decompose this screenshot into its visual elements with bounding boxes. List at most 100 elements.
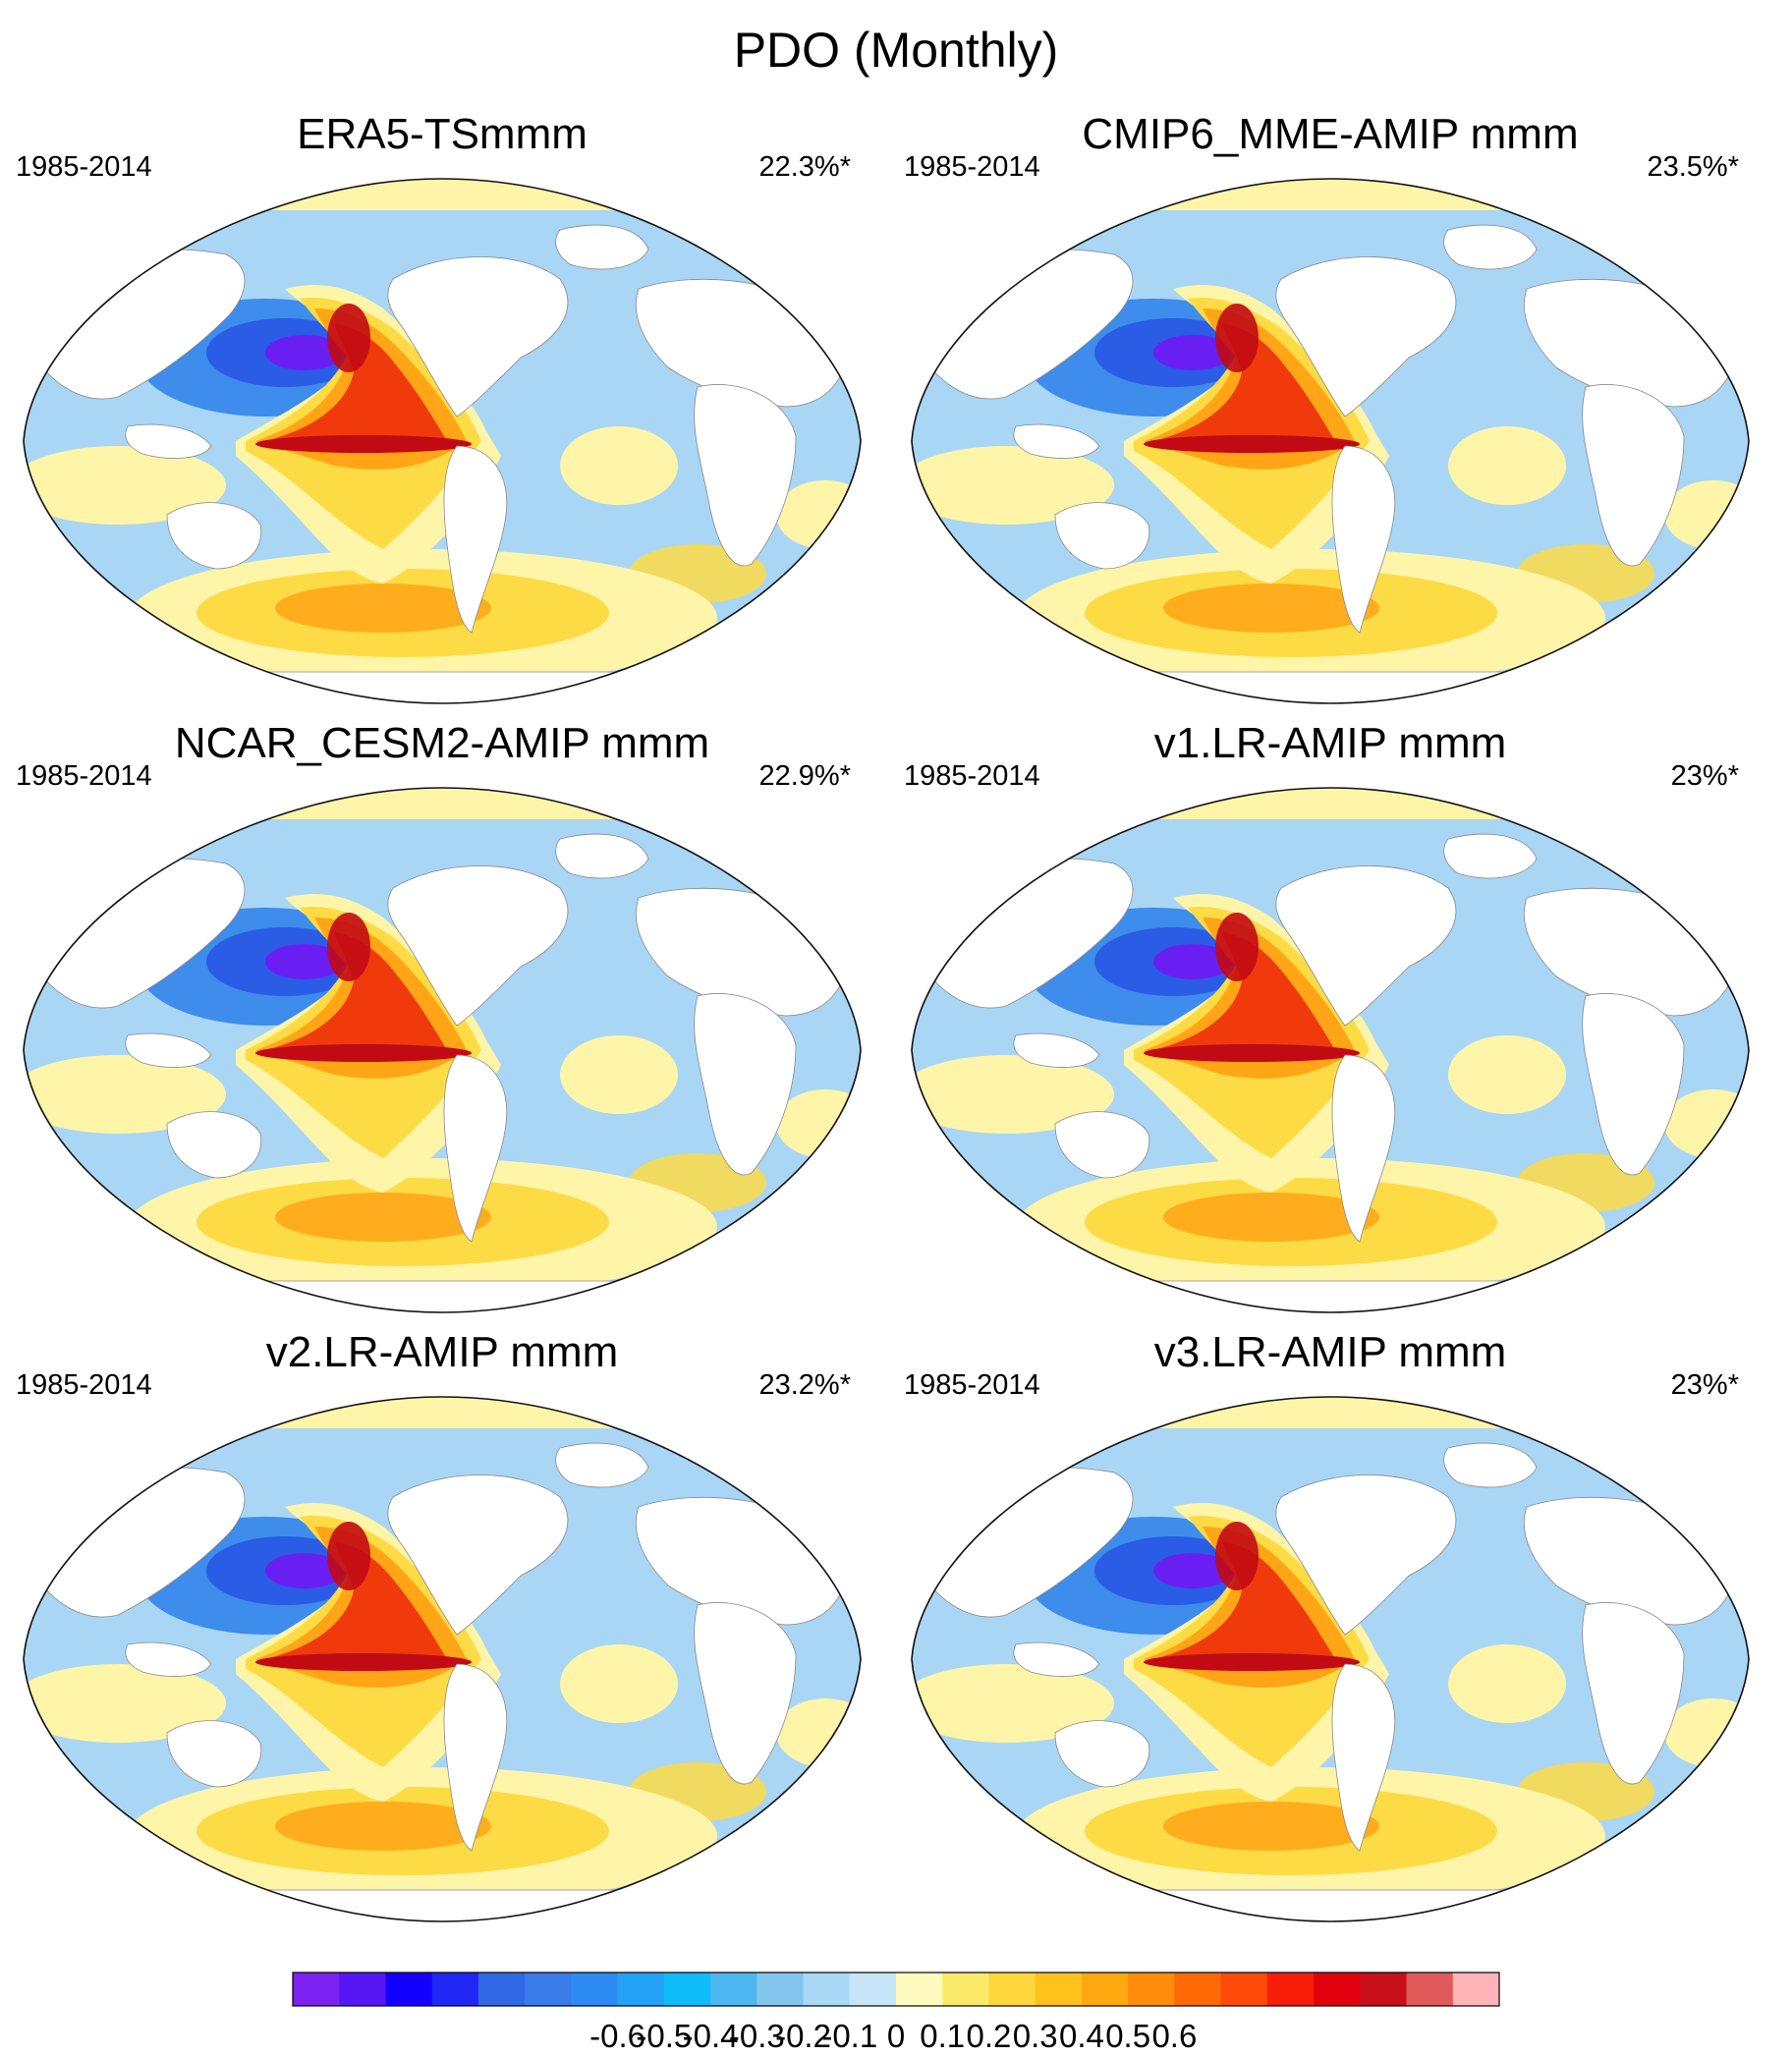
panel-variance: 23%* bbox=[1670, 760, 1739, 792]
gulf-of-alaska-max bbox=[327, 304, 370, 372]
colorbar-swatch bbox=[431, 1973, 479, 2006]
arctic-anomaly bbox=[24, 1397, 861, 1428]
equatorial-max bbox=[255, 1653, 472, 1671]
equatorial-max bbox=[255, 435, 472, 453]
greenland bbox=[1443, 833, 1538, 879]
africa bbox=[694, 993, 797, 1176]
panel-variance: 22.9%* bbox=[758, 760, 851, 792]
colorbar-swatch bbox=[525, 1973, 572, 2006]
south-america bbox=[443, 1663, 508, 1852]
map-panel-ncar-cesm2: NCAR_CESM2-AMIP mmm 1985-2014 22.9%* bbox=[0, 719, 884, 1328]
pdo-map bbox=[23, 178, 862, 704]
colorbar-tick-label: 0.1 bbox=[920, 2018, 965, 2054]
indian-ocean-east-anomaly bbox=[1664, 1089, 1749, 1158]
pdo-warm-strong bbox=[265, 1541, 447, 1671]
greenland bbox=[1443, 1442, 1538, 1488]
pdo-warm-strong bbox=[1153, 323, 1335, 453]
southern-ocean-core bbox=[1163, 1802, 1379, 1851]
colorbar-swatch bbox=[803, 1973, 851, 2006]
colorbar-swatch bbox=[663, 1973, 711, 2006]
south-america bbox=[443, 1054, 508, 1243]
north-pacific-cold-max bbox=[265, 944, 344, 979]
australia bbox=[166, 1111, 262, 1179]
panel-period: 1985-2014 bbox=[16, 1369, 152, 1401]
colorbar-swatch bbox=[1406, 1973, 1454, 2006]
colorbar-tick-label: -0.6 bbox=[589, 2018, 645, 2054]
indian-ocean-anomaly bbox=[912, 1055, 1114, 1134]
north-america bbox=[1275, 865, 1457, 1027]
panel-variance: 23%* bbox=[1670, 1369, 1739, 1401]
panel-title: ERA5-TSmmm bbox=[297, 110, 588, 158]
maritime-continent bbox=[125, 1641, 212, 1677]
map-boundary bbox=[23, 1396, 862, 1922]
indian-ocean-east-anomaly bbox=[1664, 480, 1749, 549]
colorbar-tick-label: 0 bbox=[887, 2018, 905, 2054]
colorbar-swatch bbox=[942, 1973, 989, 2006]
north-pacific-cold-max bbox=[265, 335, 344, 370]
antarctica-left bbox=[912, 1889, 1749, 1921]
colorbar-tick-label: -0.4 bbox=[683, 2018, 739, 2054]
map-field bbox=[24, 788, 861, 1312]
indian-ocean-anomaly bbox=[912, 1664, 1114, 1743]
colorbar-swatch bbox=[1128, 1973, 1175, 2006]
atlantic-anomaly bbox=[1448, 1035, 1566, 1114]
atlantic-anomaly bbox=[1448, 426, 1566, 505]
colorbar-outline bbox=[292, 1972, 1500, 2007]
southern-ocean-core bbox=[275, 584, 491, 633]
colorbar-swatch bbox=[1360, 1973, 1408, 2006]
panel-title: CMIP6_MME-AMIP mmm bbox=[1082, 110, 1579, 158]
map-field bbox=[24, 179, 861, 703]
map-boundary bbox=[23, 178, 862, 704]
panel-period: 1985-2014 bbox=[16, 760, 152, 792]
pdo-warm-strong bbox=[1153, 932, 1335, 1062]
colorbar-swatch bbox=[710, 1973, 757, 2006]
greenland bbox=[1443, 224, 1538, 270]
pdo-warm-strong bbox=[265, 323, 447, 453]
antarctica-left bbox=[912, 1280, 1749, 1312]
pdo-map bbox=[911, 787, 1750, 1313]
australia bbox=[1054, 1720, 1150, 1788]
equatorial-max bbox=[1144, 1044, 1360, 1062]
map-boundary bbox=[911, 787, 1750, 1313]
gulf-of-alaska-max bbox=[327, 913, 370, 981]
colorbar-swatch bbox=[571, 1973, 619, 2006]
map-field bbox=[912, 788, 1749, 1312]
gulf-of-alaska-max bbox=[327, 1522, 370, 1590]
map-field bbox=[912, 1397, 1749, 1921]
panel-title: v1.LR-AMIP mmm bbox=[1153, 719, 1507, 767]
antarctica-left bbox=[24, 1889, 861, 1921]
figure-title: PDO (Monthly) bbox=[733, 23, 1059, 78]
southern-ocean-core bbox=[275, 1802, 491, 1851]
south-america bbox=[1331, 1663, 1396, 1852]
atlantic-anomaly bbox=[560, 1035, 678, 1114]
greenland bbox=[555, 833, 649, 879]
colorbar-swatch bbox=[293, 1973, 340, 2006]
map-panel-v1-lr: v1.LR-AMIP mmm 1985-2014 23%* bbox=[888, 719, 1772, 1328]
colorbar-tick-label: -0.5 bbox=[636, 2018, 692, 2054]
colorbar-tick-label: -0.1 bbox=[821, 2018, 877, 2054]
antarctica-left bbox=[24, 671, 861, 703]
map-panel-cmip6-mme: CMIP6_MME-AMIP mmm 1985-2014 23.5%* bbox=[888, 110, 1772, 719]
arctic-anomaly bbox=[24, 179, 861, 210]
greenland bbox=[555, 224, 649, 270]
africa bbox=[694, 384, 797, 567]
australia bbox=[166, 502, 262, 570]
southern-ocean-core bbox=[275, 1193, 491, 1242]
antarctica-left bbox=[912, 671, 1749, 703]
colorbar-tick-label: 0.4 bbox=[1059, 2018, 1104, 2054]
map-panel-v3-lr: v3.LR-AMIP mmm 1985-2014 23%* bbox=[888, 1328, 1772, 1937]
panel-variance: 23.2%* bbox=[758, 1369, 851, 1401]
colorbar-tick-label: -0.2 bbox=[775, 2018, 831, 2054]
southern-ocean-core bbox=[1163, 584, 1379, 633]
panel-period: 1985-2014 bbox=[904, 1369, 1040, 1401]
antarctica-left bbox=[24, 1280, 861, 1312]
southern-ocean-core bbox=[1163, 1193, 1379, 1242]
panel-period: 1985-2014 bbox=[16, 151, 152, 183]
colorbar-swatch bbox=[1035, 1973, 1083, 2006]
map-field bbox=[24, 1397, 861, 1921]
equatorial-max bbox=[1144, 1653, 1360, 1671]
arctic-anomaly bbox=[912, 788, 1749, 819]
colorbar-tick-label: 0.6 bbox=[1151, 2018, 1197, 2054]
colorbar-tick-label: 0.3 bbox=[1013, 2018, 1058, 2054]
equatorial-max bbox=[255, 1044, 472, 1062]
